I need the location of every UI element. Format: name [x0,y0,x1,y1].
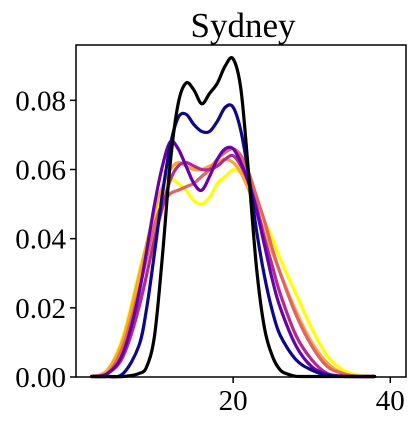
y-tick-label: 0.00 [15,362,66,394]
series-line-5 [90,139,377,379]
y-tick-label: 0.06 [15,155,66,187]
series-line-6 [90,103,377,379]
plot-area [90,56,377,379]
ticks: 20 40 0.00 0.02 0.04 0.06 0.08 [15,85,405,417]
axes-frame [75,44,407,378]
x-tick-label: 40 [376,385,405,417]
series-line-1 [90,167,377,379]
y-tick-label: 0.08 [15,85,66,117]
series-line-3 [90,147,377,379]
series-line-4 [90,153,377,379]
x-tick-label: 20 [219,385,248,417]
chart-title: Sydney [191,6,297,45]
y-tick-label: 0.02 [15,293,66,325]
series-line-2 [90,157,377,379]
series-line-7 [90,56,377,379]
y-tick-label: 0.04 [15,224,66,256]
